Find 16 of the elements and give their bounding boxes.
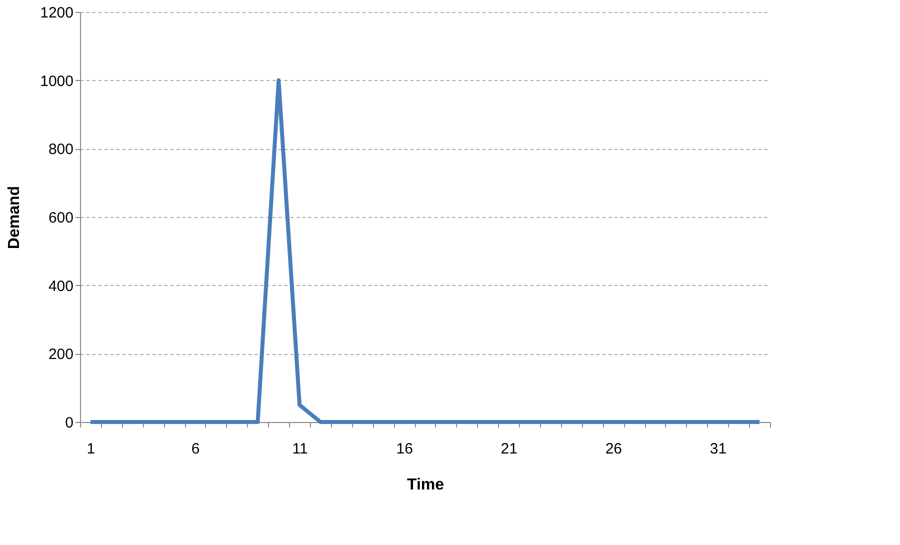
x-axis-title: Time (406, 476, 444, 494)
y-tick-label: 400 (48, 278, 74, 295)
y-tick-label: 200 (48, 346, 74, 364)
x-tick-label: 26 (605, 440, 622, 458)
x-tick-label: 11 (292, 440, 308, 458)
y-tick-label: 800 (48, 141, 74, 158)
x-tick-label: 6 (191, 440, 200, 458)
x-tick-label: 16 (396, 440, 413, 458)
x-tick-label: 1 (86, 440, 96, 458)
x-tick-label: 31 (710, 440, 727, 458)
y-tick-label: 1200 (40, 4, 74, 22)
y-axis-title: Demand (6, 186, 24, 250)
x-tick-label: 21 (500, 440, 518, 458)
y-tick-label: 0 (65, 414, 74, 432)
y-tick-label: 1000 (40, 72, 74, 90)
y-tick-label: 600 (48, 210, 74, 226)
